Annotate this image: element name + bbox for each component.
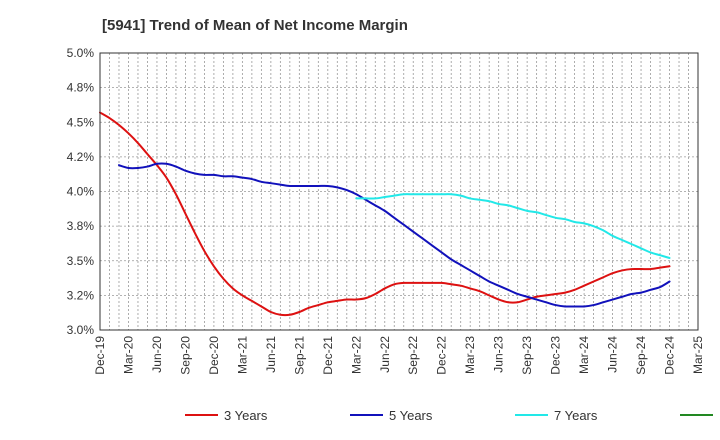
series-layer xyxy=(99,111,671,317)
x-tick-label: Jun-20 xyxy=(150,336,164,373)
x-tick-label: Jun-22 xyxy=(378,336,392,373)
legend-label-3-years: 3 Years xyxy=(224,408,268,423)
chart-title: [5941] Trend of Mean of Net Income Margi… xyxy=(102,17,408,34)
series-line-5-years xyxy=(117,162,671,308)
x-tick-label: Sep-22 xyxy=(406,336,420,375)
x-tick-label: Mar-22 xyxy=(349,336,363,374)
y-tick-label: 4.5% xyxy=(67,115,95,129)
x-tick-label: Mar-24 xyxy=(577,336,591,374)
y-tick-label: 3.5% xyxy=(67,254,95,268)
x-tick-label: Dec-22 xyxy=(435,336,449,375)
x-tick-label: Mar-21 xyxy=(235,336,249,374)
x-tick-label: Dec-21 xyxy=(321,336,335,375)
x-tick-label: Jun-23 xyxy=(492,336,506,373)
y-tick-label: 5.0% xyxy=(67,46,95,60)
y-tick-label: 4.0% xyxy=(67,185,95,199)
legend-label-7-years: 7 Years xyxy=(554,408,598,423)
x-tick-label: Mar-25 xyxy=(691,336,705,374)
y-tick-label: 4.8% xyxy=(67,81,95,95)
x-tick-label: Mar-23 xyxy=(463,336,477,374)
x-tick-label: Dec-23 xyxy=(549,336,563,375)
x-axis-labels: Dec-19 Mar-20 Jun-20 Sep-20 Dec-20 Mar-21 Jun-… xyxy=(93,336,705,375)
y-axis-labels: 3.0% 3.2% 3.5% 3.8% 4.0% 4.2% 4.5% 4.8% 5.0% xyxy=(67,46,95,337)
y-tick-label: 3.8% xyxy=(67,219,95,233)
x-tick-label: Sep-23 xyxy=(520,336,534,375)
y-tick-label: 4.2% xyxy=(67,150,95,164)
x-tick-label: Mar-20 xyxy=(121,336,135,374)
x-tick-label: Jun-24 xyxy=(606,336,620,373)
y-tick-label: 3.2% xyxy=(67,288,95,302)
series-line-7-years xyxy=(355,193,671,259)
x-tick-label: Dec-19 xyxy=(93,336,107,375)
x-tick-label: Sep-24 xyxy=(634,336,648,375)
x-tick-label: Dec-20 xyxy=(207,336,221,375)
legend-label-5-years: 5 Years xyxy=(389,408,433,423)
x-tick-label: Sep-21 xyxy=(292,336,306,375)
x-tick-label: Sep-20 xyxy=(178,336,192,375)
series-line-3-years xyxy=(99,111,671,317)
x-tick-label: Dec-24 xyxy=(663,336,677,375)
y-tick-label: 3.0% xyxy=(67,323,95,337)
plot-frame xyxy=(99,52,699,331)
x-tick-label: Jun-21 xyxy=(264,336,278,373)
